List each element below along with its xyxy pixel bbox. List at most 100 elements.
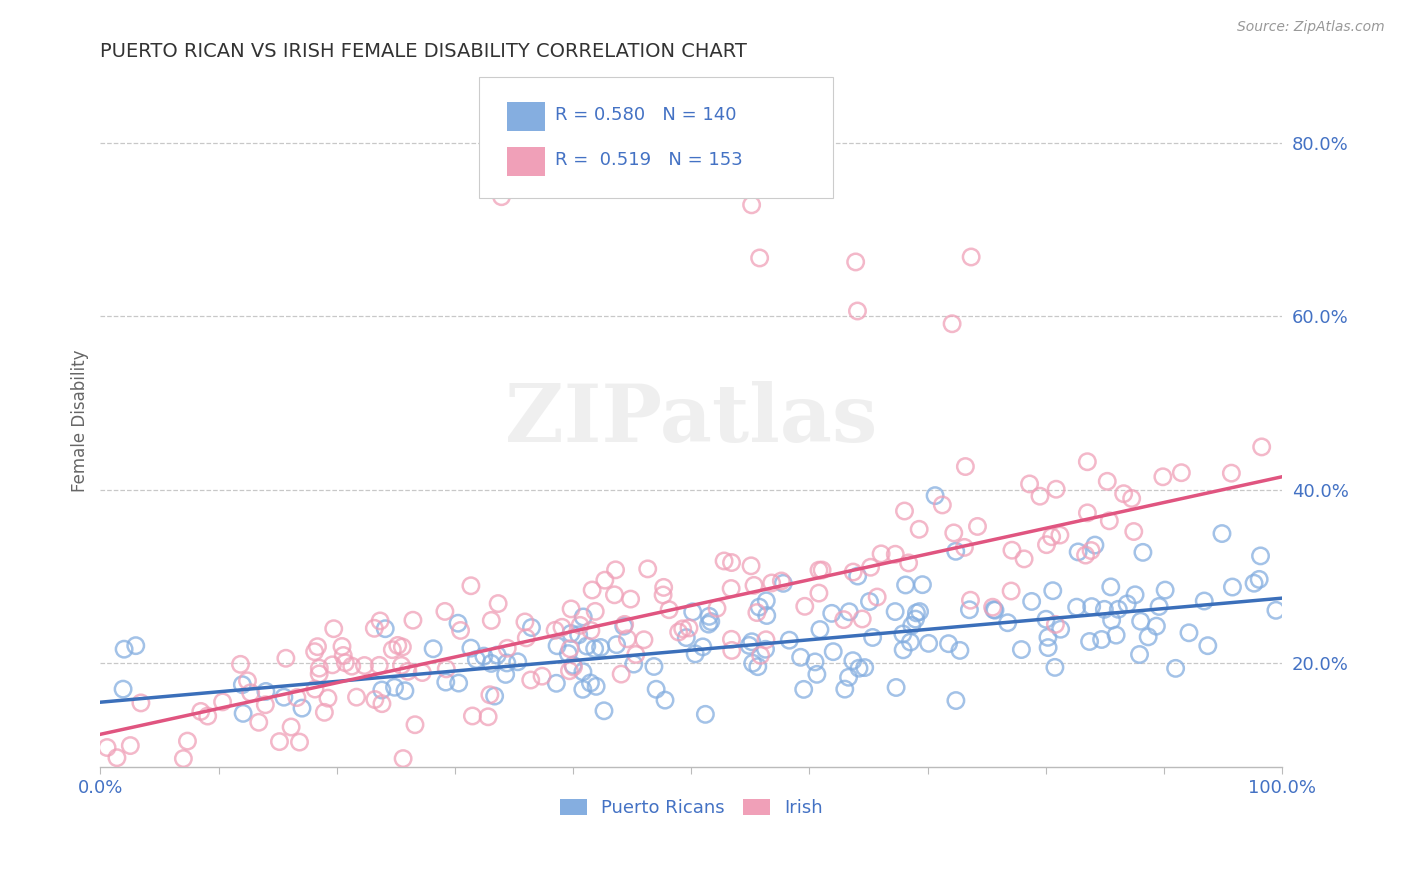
Point bbox=[1040, 530, 1063, 544]
Point bbox=[908, 522, 931, 536]
Point bbox=[1045, 617, 1067, 632]
Point bbox=[884, 605, 907, 619]
Point bbox=[486, 597, 509, 611]
Point bbox=[838, 670, 860, 684]
Point bbox=[652, 581, 675, 595]
Point bbox=[495, 656, 517, 670]
Point bbox=[749, 648, 772, 663]
Point bbox=[239, 686, 262, 700]
Point bbox=[1116, 597, 1139, 611]
Point bbox=[772, 576, 794, 591]
Point bbox=[981, 600, 1004, 615]
Point bbox=[495, 667, 517, 681]
FancyBboxPatch shape bbox=[508, 102, 544, 131]
Point bbox=[172, 751, 194, 765]
Point bbox=[447, 676, 470, 690]
Point bbox=[569, 618, 592, 632]
Point bbox=[546, 639, 568, 653]
Point bbox=[308, 661, 330, 675]
Point bbox=[411, 665, 433, 680]
Point bbox=[391, 658, 413, 673]
Point bbox=[893, 504, 915, 518]
Point bbox=[477, 710, 499, 724]
Point bbox=[1018, 477, 1040, 491]
Point bbox=[583, 641, 606, 656]
Point bbox=[1197, 639, 1219, 653]
Point bbox=[232, 706, 254, 721]
Point bbox=[697, 609, 720, 624]
Point bbox=[364, 692, 387, 706]
Point bbox=[593, 704, 616, 718]
Point bbox=[1101, 613, 1123, 627]
Point bbox=[1042, 583, 1064, 598]
Point bbox=[572, 682, 595, 697]
Point bbox=[1036, 640, 1059, 655]
Point bbox=[700, 615, 723, 629]
Point bbox=[1099, 580, 1122, 594]
Point bbox=[340, 659, 363, 673]
Point bbox=[804, 655, 827, 669]
Point bbox=[941, 317, 963, 331]
Point bbox=[706, 601, 728, 615]
Point bbox=[322, 622, 344, 636]
Point bbox=[720, 556, 742, 570]
Legend: Puerto Ricans, Irish: Puerto Ricans, Irish bbox=[553, 791, 830, 824]
Point bbox=[308, 666, 330, 681]
Point bbox=[870, 547, 893, 561]
Point bbox=[197, 709, 219, 723]
Point bbox=[846, 304, 869, 318]
Point bbox=[748, 251, 770, 265]
Point bbox=[280, 720, 302, 734]
Point bbox=[546, 676, 568, 690]
Point bbox=[304, 681, 326, 696]
Point bbox=[558, 641, 581, 656]
Point bbox=[654, 693, 676, 707]
Point bbox=[678, 621, 700, 635]
Point bbox=[866, 590, 889, 604]
Point bbox=[1080, 543, 1102, 558]
Point bbox=[770, 574, 793, 588]
Point bbox=[1137, 630, 1160, 644]
Point bbox=[623, 657, 645, 671]
Point bbox=[231, 678, 253, 692]
Point bbox=[697, 617, 720, 632]
Point bbox=[610, 667, 633, 681]
Point bbox=[1076, 506, 1098, 520]
Point bbox=[479, 657, 502, 671]
Point bbox=[720, 632, 742, 647]
Point bbox=[884, 681, 907, 695]
Text: Source: ZipAtlas.com: Source: ZipAtlas.com bbox=[1237, 20, 1385, 34]
Point bbox=[384, 680, 406, 694]
Text: R = 0.580   N = 140: R = 0.580 N = 140 bbox=[555, 106, 737, 124]
Point bbox=[842, 565, 865, 579]
Point bbox=[695, 707, 717, 722]
Point bbox=[544, 624, 567, 638]
Point bbox=[332, 648, 354, 663]
Point bbox=[755, 632, 778, 647]
Point bbox=[285, 690, 308, 705]
Point bbox=[793, 682, 815, 697]
Point bbox=[368, 614, 391, 628]
Point bbox=[460, 579, 482, 593]
Text: ZIPatlas: ZIPatlas bbox=[505, 382, 877, 459]
Y-axis label: Female Disability: Female Disability bbox=[72, 349, 89, 491]
Point bbox=[1211, 526, 1233, 541]
Point bbox=[519, 673, 541, 687]
Point bbox=[368, 658, 391, 673]
Point bbox=[402, 613, 425, 627]
Point bbox=[381, 642, 404, 657]
Point bbox=[1128, 648, 1150, 662]
Point bbox=[560, 626, 582, 640]
Point bbox=[229, 657, 252, 672]
Point bbox=[1078, 634, 1101, 648]
Point bbox=[741, 198, 763, 212]
Point bbox=[321, 657, 343, 672]
Point bbox=[692, 640, 714, 654]
Point bbox=[966, 519, 988, 533]
Point bbox=[422, 641, 444, 656]
Point bbox=[585, 679, 607, 693]
Point bbox=[606, 638, 628, 652]
Point bbox=[1036, 631, 1059, 645]
Point bbox=[668, 625, 690, 640]
Point bbox=[683, 647, 706, 661]
